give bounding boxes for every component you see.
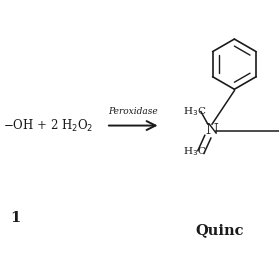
Text: N: N [206,123,218,137]
Text: H$_3$C: H$_3$C [183,146,206,158]
Text: H$_3$C: H$_3$C [183,105,206,118]
Text: Quinc: Quinc [195,223,244,237]
Text: $-$OH + 2 H$_2$O$_2$: $-$OH + 2 H$_2$O$_2$ [3,117,93,134]
Text: Peroxidase: Peroxidase [108,107,157,116]
Text: 1: 1 [10,211,20,225]
